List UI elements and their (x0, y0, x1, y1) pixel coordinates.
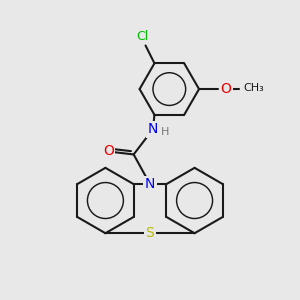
Text: CH₃: CH₃ (244, 82, 264, 93)
Text: H: H (161, 127, 169, 137)
Text: O: O (103, 145, 114, 158)
Text: Cl: Cl (136, 30, 149, 43)
Text: N: N (148, 122, 158, 136)
Text: N: N (145, 177, 155, 191)
Text: O: O (220, 82, 231, 96)
Text: S: S (146, 226, 154, 240)
